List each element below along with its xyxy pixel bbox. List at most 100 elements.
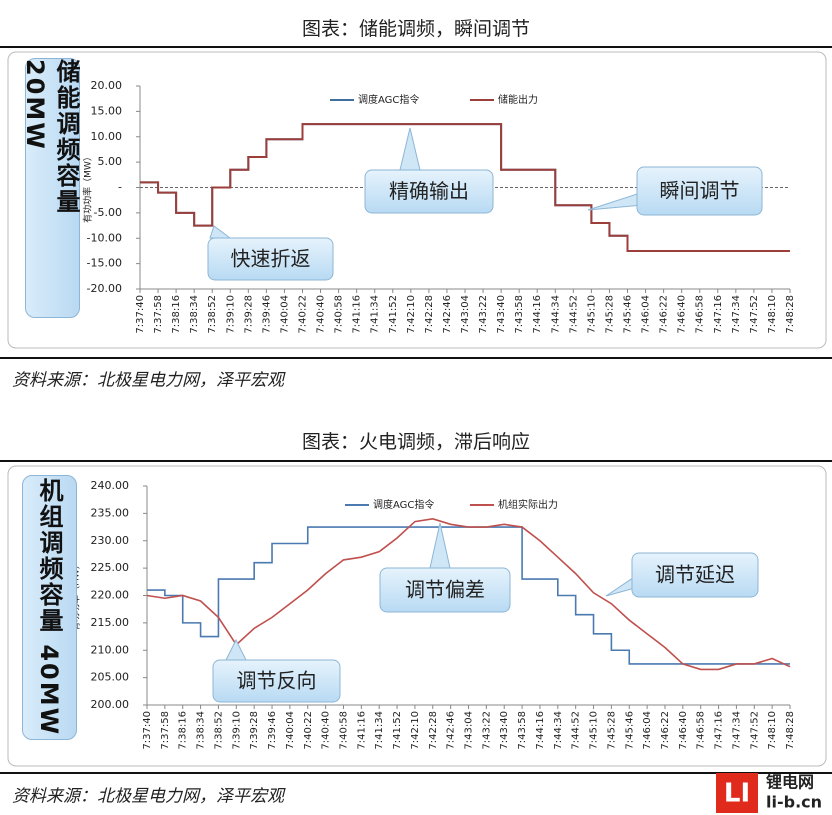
series-line <box>140 123 790 252</box>
source: 资料来源：北极星电力网，泽平宏观 <box>12 371 286 391</box>
x-tick-label: 7:48:10 <box>767 711 778 750</box>
capacity-label: 储能调频容量 20MW <box>21 58 80 318</box>
chart-title: 图表：储能调频，瞬间调节 <box>302 18 530 40</box>
x-tick-label: 7:46:58 <box>696 711 707 750</box>
x-tick-label: 7:44:16 <box>532 295 543 334</box>
x-tick-label: 7:45:46 <box>624 711 635 750</box>
x-tick-label: 7:46:04 <box>642 711 653 750</box>
x-tick-label: 7:44:34 <box>553 711 564 750</box>
x-tick-label: 7:46:04 <box>641 295 652 334</box>
callout-text: 快速折返 <box>231 247 311 271</box>
logo-mark <box>716 773 758 813</box>
x-tick-label: 7:39:28 <box>243 295 254 334</box>
x-tick-label: 7:41:34 <box>370 295 381 334</box>
callout-pointer <box>399 127 421 171</box>
y-tick-label: 220.00 <box>91 589 130 602</box>
y-tick-label: 20.00 <box>91 79 123 92</box>
y-tick-label: - <box>118 181 122 194</box>
x-tick-label: 7:41:52 <box>388 295 399 334</box>
callout-box <box>212 659 341 703</box>
x-tick-label: 7:41:16 <box>352 295 363 334</box>
callout-pointer <box>587 192 640 211</box>
x-tick-label: 7:40:04 <box>279 295 290 334</box>
x-tick-label: 7:43:04 <box>464 711 475 750</box>
x-tick-label: 7:38:16 <box>178 711 189 750</box>
y-tick-label: 5.00 <box>98 155 123 168</box>
x-tick-label: 7:47:34 <box>731 295 742 334</box>
source: 资料来源：北极星电力网，泽平宏观 <box>12 787 286 807</box>
x-tick-label: 7:37:58 <box>153 295 164 334</box>
y-tick-label: -10.00 <box>87 231 122 244</box>
x-tick-label: 7:42:28 <box>428 711 439 750</box>
x-tick-label: 7:43:40 <box>496 295 507 334</box>
chart-frame <box>7 465 827 767</box>
y-tick-label: 225.00 <box>91 561 130 574</box>
x-tick-label: 7:42:46 <box>446 711 457 750</box>
x-tick-label: 7:38:52 <box>207 295 218 334</box>
x-tick-label: 7:39:46 <box>267 711 278 750</box>
x-tick-label: 7:44:52 <box>568 295 579 334</box>
x-tick-label: 7:43:22 <box>478 295 489 334</box>
x-tick-label: 7:48:10 <box>767 295 778 334</box>
callout-box <box>207 237 334 281</box>
callout-text: 瞬间调节 <box>660 179 740 203</box>
logo-url: li-b.cn <box>766 793 822 812</box>
x-tick-label: 7:40:40 <box>316 295 327 334</box>
x-tick-label: 7:43:58 <box>514 295 525 334</box>
x-tick-label: 7:46:40 <box>678 711 689 750</box>
x-tick-label: 7:42:28 <box>424 295 435 334</box>
x-tick-label: 7:39:28 <box>249 711 260 750</box>
x-tick-label: 7:43:40 <box>499 711 510 750</box>
x-tick-label: 7:43:04 <box>460 295 471 334</box>
y-tick-label: 235.00 <box>91 506 130 519</box>
x-tick-label: 7:45:10 <box>589 711 600 750</box>
x-tick-label: 7:37:40 <box>135 295 146 334</box>
legend-label: 储能出力 <box>498 93 538 106</box>
x-tick-label: 7:43:22 <box>481 711 492 750</box>
x-tick-label: 7:48:28 <box>785 295 796 334</box>
x-tick-label: 7:47:34 <box>731 711 742 750</box>
x-tick-label: 7:44:16 <box>535 711 546 750</box>
legend-label: 调度AGC指令 <box>358 93 419 106</box>
x-tick-label: 7:42:10 <box>410 711 421 750</box>
x-tick-label: 7:45:10 <box>586 295 597 334</box>
x-tick-label: 7:41:34 <box>374 711 385 750</box>
x-tick-label: 7:40:22 <box>303 711 314 750</box>
x-tick-label: 7:44:34 <box>550 295 561 334</box>
logo-name: 锂电网 <box>766 773 814 792</box>
x-tick-label: 7:45:28 <box>604 295 615 334</box>
callout-box <box>364 169 494 214</box>
y-tick-label: 230.00 <box>91 534 130 547</box>
x-tick-label: 7:38:52 <box>213 711 224 750</box>
x-tick-label: 7:39:10 <box>231 711 242 750</box>
chart-frame <box>7 51 827 349</box>
x-tick-label: 7:46:22 <box>660 711 671 750</box>
x-tick-label: 7:37:58 <box>160 711 171 750</box>
x-tick-label: 7:41:16 <box>356 711 367 750</box>
y-tick-label: -20.00 <box>87 282 122 295</box>
x-tick-label: 7:43:58 <box>517 711 528 750</box>
callout-text: 调节偏差 <box>405 578 485 602</box>
y-tick-label: 210.00 <box>91 643 130 656</box>
x-tick-label: 7:38:34 <box>196 711 207 750</box>
series-line <box>146 518 791 671</box>
y-tick-label: 15.00 <box>91 104 123 117</box>
x-tick-label: 7:40:40 <box>321 711 332 750</box>
callout-pointer <box>209 225 232 239</box>
x-tick-label: 7:41:52 <box>392 711 403 750</box>
callout-text: 调节反向 <box>237 669 317 693</box>
x-tick-label: 7:40:22 <box>298 295 309 334</box>
x-tick-label: 7:47:16 <box>714 711 725 750</box>
x-tick-label: 7:40:58 <box>334 295 345 334</box>
logo-mark-text: LI <box>724 779 750 809</box>
callout-box <box>636 166 763 216</box>
y-tick-label: -5.00 <box>94 206 122 219</box>
callout-box <box>379 567 511 613</box>
legend-label: 机组实际出力 <box>498 498 558 511</box>
y-axis-title: 有功功率（MW） <box>82 152 94 223</box>
callout-pointer <box>605 576 635 597</box>
y-tick-label: 205.00 <box>91 671 130 684</box>
x-tick-label: 7:47:52 <box>749 295 760 334</box>
y-tick-label: 240.00 <box>91 479 130 492</box>
